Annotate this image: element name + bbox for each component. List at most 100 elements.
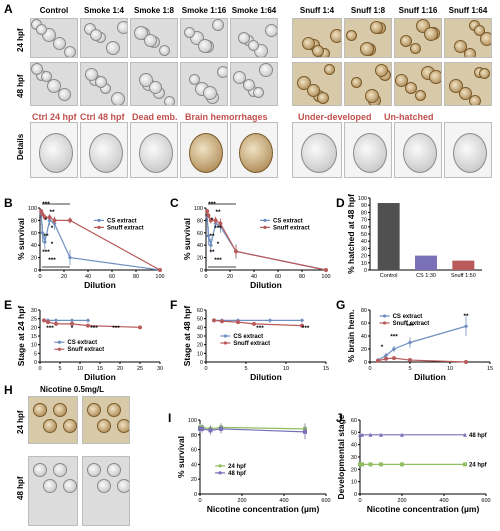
- detail-embryo: [39, 133, 73, 173]
- detail-caption: Ctrl 24 hpf: [32, 112, 77, 122]
- embryo-egg: [189, 74, 200, 85]
- column-title: Smoke 1:4: [83, 6, 125, 15]
- x-tick-label: 60: [109, 274, 115, 280]
- data-point: [236, 320, 240, 325]
- y-axis-title: Stage at 48 hpf: [182, 306, 192, 367]
- nicotine-embryo-photo: [28, 396, 78, 444]
- embryo-egg: [480, 32, 491, 46]
- legend-marker: [383, 321, 387, 325]
- embryo-egg: [248, 40, 259, 51]
- data-point: [220, 319, 224, 324]
- embryo-egg: [238, 32, 250, 44]
- embryo-egg: [63, 419, 77, 433]
- embryo-photo: [444, 18, 492, 58]
- x-tick-label: 20: [227, 274, 233, 280]
- data-point: [206, 213, 211, 218]
- significance-marker: ***: [46, 325, 54, 332]
- x-axis-title: Dilution: [414, 372, 446, 382]
- embryo-egg: [317, 92, 329, 104]
- y-axis-title: Developmental stage: [336, 414, 346, 499]
- y-tick-label: 30: [31, 308, 37, 314]
- x-tick-label: 15: [97, 366, 103, 372]
- x-tick-label: 80: [299, 274, 305, 280]
- data-point: [368, 432, 373, 437]
- y-tick-label: 30: [197, 334, 203, 340]
- data-point: [212, 318, 216, 323]
- data-point: [47, 215, 52, 220]
- data-point: [360, 462, 365, 467]
- x-tick-label: 200: [397, 498, 406, 504]
- y-tick-label: 20: [361, 254, 367, 260]
- data-point: [303, 429, 307, 434]
- nicotine-embryo-photo: [82, 456, 130, 526]
- significance-marker: *: [211, 217, 214, 224]
- detail-caption: Dead emb.: [132, 112, 178, 122]
- y-tick-label: 40: [197, 325, 203, 331]
- x-tick-label: Snuff 1:50: [451, 273, 476, 279]
- x-tick-label: 600: [321, 498, 330, 504]
- detail-photo: [230, 122, 278, 178]
- detail-photo: [130, 122, 178, 178]
- embryo-egg: [85, 68, 98, 81]
- embryo-photo: [130, 18, 178, 58]
- embryo-photo: [130, 62, 178, 106]
- x-axis-title: Dilution: [250, 372, 282, 382]
- embryo-photo: [394, 18, 442, 58]
- detail-photo: [30, 122, 78, 178]
- x-axis-title: Dilution: [250, 280, 282, 290]
- y-tick-label: 0: [364, 360, 367, 366]
- panel-label-c: C: [170, 196, 179, 210]
- significance-marker: **: [49, 209, 55, 216]
- legend-label: Snuff extract: [107, 225, 144, 231]
- legend-marker: [218, 464, 222, 468]
- data-point: [400, 432, 404, 437]
- x-tick-label: 40: [85, 274, 91, 280]
- embryo-egg: [117, 419, 129, 433]
- embryo-egg: [107, 403, 121, 417]
- embryo-egg: [149, 81, 162, 94]
- embryo-egg: [217, 66, 227, 78]
- data-point: [208, 243, 213, 248]
- x-tick-label: 600: [481, 498, 490, 504]
- significance-marker: ***: [302, 325, 310, 332]
- x-tick-label: 0: [38, 366, 41, 372]
- y-tick-label: 100: [194, 206, 203, 212]
- legend-marker: [263, 218, 267, 222]
- detail-photo: [444, 122, 492, 178]
- embryo-egg: [459, 87, 472, 100]
- significance-marker: *: [71, 325, 74, 332]
- y-tick-label: 20: [31, 256, 37, 262]
- y-tick-label: 100: [358, 196, 367, 202]
- y-tick-label: 60: [351, 418, 357, 424]
- significance-marker: ***: [90, 325, 98, 332]
- detail-caption: Brain hemorrhages: [185, 112, 268, 122]
- y-tick-label: 10: [361, 261, 367, 267]
- embryo-photo: [292, 18, 342, 58]
- embryo-egg: [184, 27, 195, 38]
- embryo-egg: [53, 403, 67, 417]
- x-tick-label: 10: [77, 366, 83, 372]
- data-point: [407, 340, 413, 345]
- x-tick-label: 100: [321, 274, 330, 280]
- y-tick-label: 90: [361, 203, 367, 209]
- significance-marker: ***: [256, 325, 264, 332]
- x-tick-label: 5: [408, 366, 411, 372]
- x-tick-label: 0: [358, 498, 361, 504]
- data-point: [205, 209, 210, 214]
- embryo-photo: [444, 62, 492, 106]
- embryo-photo: [30, 18, 78, 58]
- y-tick-label: 40: [197, 243, 203, 249]
- y-tick-label: 20: [197, 256, 203, 262]
- embryo-egg: [106, 41, 120, 55]
- y-tick-label: 10: [31, 343, 37, 349]
- x-tick-label: 0: [204, 366, 207, 372]
- column-title: Snuff 1:64: [448, 6, 488, 15]
- y-tick-label: 50: [361, 232, 367, 238]
- embryo-egg: [144, 34, 157, 47]
- x-tick-label: 10: [447, 366, 453, 372]
- y-tick-label: 60: [361, 321, 367, 327]
- panel-label-d: D: [336, 196, 345, 210]
- significance-marker: ***: [208, 201, 216, 208]
- embryo-egg: [259, 63, 273, 77]
- y-tick-label: 80: [361, 210, 367, 216]
